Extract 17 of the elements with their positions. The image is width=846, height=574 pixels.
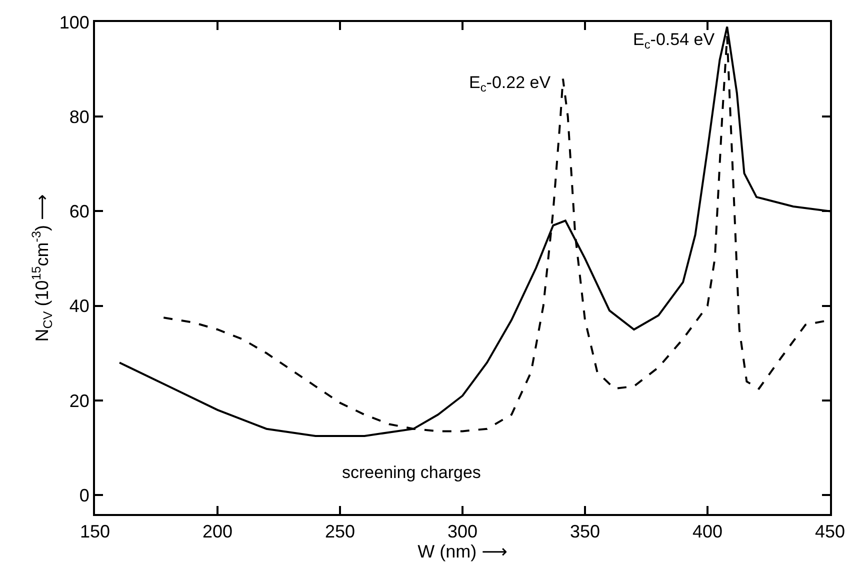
x-tick-label: 350 [570,522,600,542]
y-tick-label: 100 [59,12,90,32]
y-tick-label: 40 [69,296,90,316]
y-tick-label: 80 [69,106,90,127]
y-tick-label: 0 [79,485,90,506]
x-tick-label: 450 [814,522,846,542]
annotation: E$_{c}$-0.22 eV [469,73,552,95]
x-tick-label: 400 [692,522,723,542]
x-tick-label: 300 [447,522,478,542]
x-axis-title: W (nm) ⟶ [418,542,508,562]
x-tick-label: 250 [324,522,356,542]
y-tick-label: 20 [69,390,90,411]
x-tick-label: 150 [80,522,110,542]
y-tick-label: 60 [69,202,90,222]
x-tick-label: 200 [202,522,233,542]
annotation: screening charges [342,463,481,482]
annotation: E$_{c}$-0.54 eV [633,30,716,52]
